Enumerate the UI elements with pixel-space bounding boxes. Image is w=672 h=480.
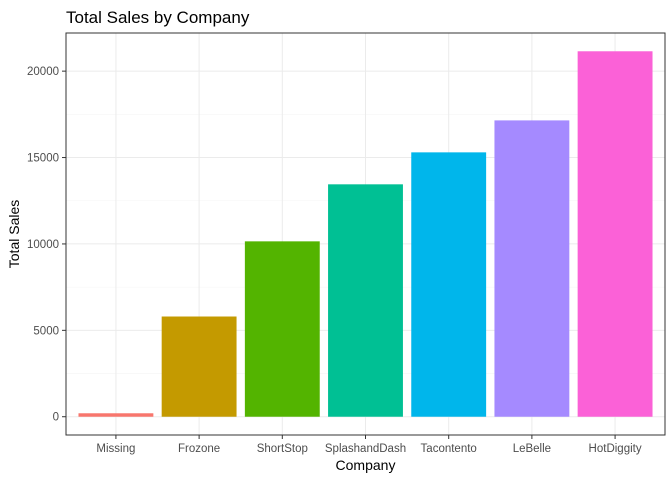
bar-shortstop [244, 241, 320, 417]
x-tick-label: Frozone [178, 443, 220, 455]
y-tick-label: 0 [53, 412, 59, 424]
y-axis-title: Total Sales [6, 200, 22, 268]
x-tick-label: Missing [96, 443, 135, 455]
y-tick-label: 10000 [27, 239, 59, 251]
bar-lebelle [494, 120, 570, 417]
chart-title: Total Sales by Company [66, 8, 250, 27]
bar-missing [78, 413, 154, 417]
x-tick-label: SplashandDash [325, 443, 406, 455]
bar-splashanddash [328, 184, 403, 417]
y-tick-label: 15000 [27, 153, 59, 165]
bar-hotdiggity [577, 51, 653, 417]
y-tick-label: 5000 [33, 325, 59, 337]
bar-tacontento [411, 152, 487, 417]
x-tick-label: LeBelle [513, 443, 551, 455]
y-tick-label: 20000 [27, 66, 59, 78]
x-tick-label: HotDiggity [589, 443, 642, 455]
x-tick-label: Tacontento [421, 443, 477, 455]
bars [78, 51, 653, 417]
y-axis: 0 5000 10000 15000 20000 [27, 66, 66, 424]
bar-frozone [161, 316, 237, 417]
x-axis: Missing Frozone ShortStop SplashandDash Taco… [96, 435, 642, 455]
x-axis-title: Company [336, 457, 396, 473]
x-tick-label: ShortStop [257, 443, 308, 455]
